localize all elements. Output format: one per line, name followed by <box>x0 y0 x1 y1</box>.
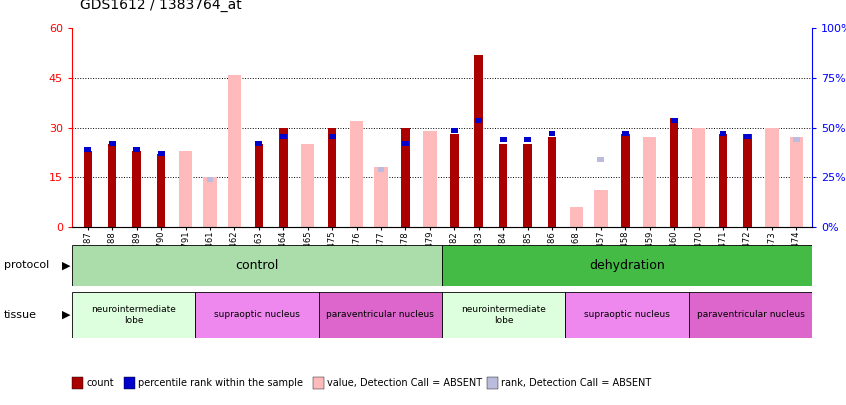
Bar <box>203 177 217 227</box>
Bar <box>548 131 555 136</box>
Bar <box>500 138 507 143</box>
Text: tissue: tissue <box>4 310 37 320</box>
Text: ▶: ▶ <box>62 260 70 270</box>
Bar <box>423 131 437 227</box>
Text: neurointermediate
lobe: neurointermediate lobe <box>91 305 176 324</box>
Text: supraoptic nucleus: supraoptic nucleus <box>214 310 300 320</box>
Bar <box>499 144 508 227</box>
Bar <box>621 134 629 227</box>
Text: GDS1612 / 1383764_at: GDS1612 / 1383764_at <box>80 0 242 12</box>
Text: control: control <box>235 259 278 272</box>
Bar <box>525 138 531 143</box>
Bar <box>319 292 442 338</box>
Bar <box>692 128 706 227</box>
Text: count: count <box>86 378 114 388</box>
Bar <box>401 128 409 227</box>
Text: protocol: protocol <box>4 260 49 270</box>
Bar <box>108 144 117 227</box>
Bar <box>442 292 565 338</box>
Bar <box>744 134 751 139</box>
Bar <box>157 151 164 156</box>
Bar <box>280 134 287 139</box>
Text: supraoptic nucleus: supraoptic nucleus <box>584 310 670 320</box>
Bar <box>450 134 459 227</box>
Bar <box>671 118 678 123</box>
Bar <box>327 128 337 227</box>
Bar <box>524 144 532 227</box>
Bar <box>85 147 91 152</box>
Text: ▶: ▶ <box>62 310 70 320</box>
Bar <box>72 245 442 286</box>
Text: neurointermediate
lobe: neurointermediate lobe <box>461 305 547 324</box>
Bar <box>670 118 678 227</box>
Text: dehydration: dehydration <box>589 259 665 272</box>
Bar <box>279 128 288 227</box>
Bar <box>547 138 557 227</box>
Bar <box>301 144 315 227</box>
Bar <box>475 55 483 227</box>
Bar <box>374 167 387 227</box>
Bar <box>329 134 336 139</box>
Bar <box>402 141 409 146</box>
Bar <box>157 154 165 227</box>
Bar <box>793 138 799 143</box>
Bar <box>84 151 92 227</box>
Bar <box>72 292 195 338</box>
Bar <box>195 292 319 338</box>
Bar <box>743 134 752 227</box>
Bar <box>377 167 384 172</box>
Bar <box>228 75 241 227</box>
Bar <box>719 134 728 227</box>
Bar <box>597 158 604 162</box>
Text: rank, Detection Call = ABSENT: rank, Detection Call = ABSENT <box>501 378 651 388</box>
Bar <box>109 141 116 146</box>
Bar <box>475 118 482 123</box>
Bar <box>622 131 629 136</box>
Bar <box>565 292 689 338</box>
Text: value, Detection Call = ABSENT: value, Detection Call = ABSENT <box>327 378 482 388</box>
Bar <box>451 128 458 132</box>
Text: paraventricular nucleus: paraventricular nucleus <box>327 310 434 320</box>
Bar <box>132 151 141 227</box>
Bar <box>643 138 656 227</box>
Bar <box>133 147 140 152</box>
Text: percentile rank within the sample: percentile rank within the sample <box>138 378 303 388</box>
Bar <box>689 292 812 338</box>
Bar <box>255 141 262 146</box>
Bar <box>255 144 263 227</box>
Bar <box>569 207 583 227</box>
Bar <box>765 128 778 227</box>
Bar <box>594 190 607 227</box>
Bar <box>720 131 727 136</box>
Bar <box>349 121 363 227</box>
Bar <box>789 138 803 227</box>
Text: paraventricular nucleus: paraventricular nucleus <box>696 310 805 320</box>
Bar <box>442 245 812 286</box>
Bar <box>206 177 213 182</box>
Bar <box>179 151 192 227</box>
